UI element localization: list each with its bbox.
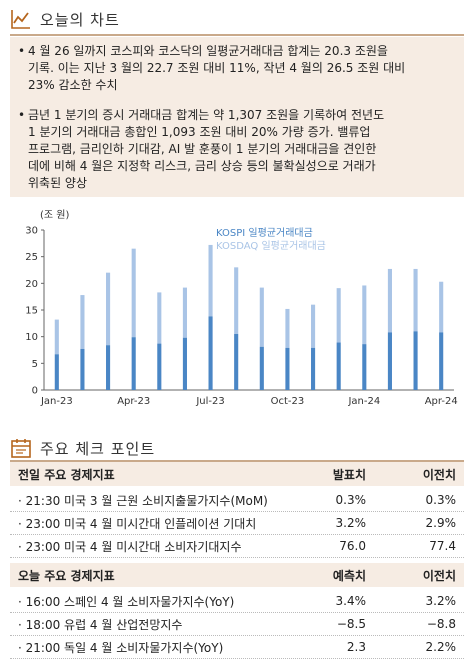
y-tick-label: 20 xyxy=(25,279,38,290)
bar-kospi xyxy=(311,347,316,390)
x-tick-label: Apr-24 xyxy=(425,396,458,407)
bar-kospi xyxy=(285,347,290,390)
y-tick-label: 30 xyxy=(25,226,38,237)
x-tick-label: Jan-23 xyxy=(40,396,73,407)
section-divider xyxy=(10,34,464,36)
y-tick-label: 15 xyxy=(25,306,38,317)
bar-kosdaq xyxy=(208,244,213,317)
table-row: · 23:00 미국 4 월 미시간대 소비자기대지수 76.0 77.4 xyxy=(10,535,464,558)
section-header-chart: 오늘의 차트 xyxy=(10,6,120,32)
legend-kospi: KOSPI 일평균거래대금 xyxy=(216,227,313,239)
bar-kospi xyxy=(157,343,162,390)
bar-kospi xyxy=(413,331,418,390)
bar-kospi xyxy=(362,344,367,390)
bar-kosdaq xyxy=(336,288,341,343)
bar-kosdaq xyxy=(234,267,239,334)
y-tick-label: 25 xyxy=(25,252,38,263)
summary-line: 기록. 이는 지난 3 월의 22.7 조원 대비 11%, 작년 4 월의 2… xyxy=(28,61,406,75)
bar-kosdaq xyxy=(54,319,59,355)
checkpoint-tables: 전일 주요 경제지표 발표치 이전치 · 21:30 미국 3 월 근원 소비지… xyxy=(10,460,464,659)
table-header-today: 오늘 주요 경제지표 예측치 이전치 xyxy=(10,563,464,587)
table-row: · 21:30 미국 3 월 근원 소비지출물가지수(MoM) 0.3% 0.3… xyxy=(10,489,464,512)
bar-kosdaq xyxy=(362,285,367,345)
summary-bullet-1: • 4 월 26 일까지 코스피와 코스닥의 일평균거래대금 합계는 20.3 … xyxy=(18,43,458,94)
summary-line: 금년 1 분기의 증시 거래대금 합계는 약 1,307 조원을 기록하여 전년… xyxy=(28,108,385,122)
summary-line: 23% 감소한 수치 xyxy=(28,78,118,92)
summary-line: 데에 비해 4 월은 지정학 리스크, 금리 상승 등의 불확실성으로 거래가 xyxy=(28,159,376,173)
x-tick-label: Oct-23 xyxy=(271,396,305,407)
chart-svg: (조 원) 0 5 10 15 20 25 30 Jan-23 Apr-23 Jul-23 Oct-2… xyxy=(25,209,458,407)
bar-kospi xyxy=(234,334,239,390)
summary-box: • 4 월 26 일까지 코스피와 코스닥의 일평균거래대금 합계는 20.3 … xyxy=(10,37,464,197)
legend-kosdaq: KOSDAQ 일평균거래대금 xyxy=(216,240,326,252)
bar-kosdaq xyxy=(311,304,316,348)
y-tick-label: 5 xyxy=(32,359,38,370)
bar-kospi xyxy=(106,345,111,390)
section-divider xyxy=(10,460,464,462)
bar-kosdaq xyxy=(131,248,136,338)
calendar-icon xyxy=(11,439,31,458)
x-tick-label: Jan-24 xyxy=(347,396,380,407)
y-unit-label: (조 원) xyxy=(40,209,69,221)
bar-kospi xyxy=(439,332,444,390)
summary-bullet-2: • 금년 1 분기의 증시 거래대금 합계는 약 1,307 조원을 기록하여 … xyxy=(18,107,458,192)
section-header-checkpoints: 주요 체크 포인트 xyxy=(10,435,155,461)
bar-kosdaq xyxy=(413,268,418,332)
bar-kosdaq xyxy=(106,272,111,346)
bar-kospi xyxy=(80,348,85,390)
section-title: 주요 체크 포인트 xyxy=(40,439,156,458)
bar-kosdaq xyxy=(259,287,264,347)
summary-line: 1 분기의 거래대금 총합인 1,093 조원 대비 20% 가량 증가. 밸류… xyxy=(28,125,371,139)
x-tick-label: Apr-23 xyxy=(117,396,150,407)
section-title: 오늘의 차트 xyxy=(40,10,120,29)
summary-line: 프로그램, 금리인하 기대감, AI 발 훈풍이 1 분기의 거래대금을 견인한 xyxy=(28,142,377,156)
trading-volume-chart: (조 원) 0 5 10 15 20 25 30 Jan-23 Apr-23 Jul-23 Oct-2… xyxy=(10,206,464,410)
bar-kospi xyxy=(387,332,392,390)
bar-kosdaq xyxy=(80,295,85,349)
bar-kospi xyxy=(54,354,59,390)
table-row: · 18:00 유럽 4 월 산업전망지수 −8.5 −8.8 xyxy=(10,613,464,636)
line-chart-icon xyxy=(11,10,30,29)
bar-kosdaq xyxy=(387,268,392,333)
bar-kospi xyxy=(208,316,213,390)
x-tick-label: Jul-23 xyxy=(195,396,224,407)
bar-kosdaq xyxy=(439,281,444,333)
table-row: · 23:00 미국 4 월 미시간대 인플레이션 기대치 3.2% 2.9% xyxy=(10,512,464,535)
bar-kosdaq xyxy=(157,292,162,344)
summary-line: 4 월 26 일까지 코스피와 코스닥의 일평균거래대금 합계는 20.3 조원… xyxy=(28,44,388,58)
summary-line: 위축된 양상 xyxy=(28,176,88,190)
bar-kospi xyxy=(131,337,136,390)
table-row: · 16:00 스페인 4 월 소비자물가지수(YoY) 3.4% 3.2% xyxy=(10,590,464,613)
bar-kospi xyxy=(259,346,264,390)
bar-kosdaq xyxy=(285,308,290,348)
y-tick-label: 10 xyxy=(25,332,38,343)
table-header-previous: 전일 주요 경제지표 발표치 이전치 xyxy=(10,462,464,486)
bar-kospi xyxy=(336,342,341,390)
y-tick-label: 0 xyxy=(32,386,38,397)
bar-kosdaq xyxy=(182,287,187,338)
bar-kospi xyxy=(182,337,187,390)
table-row: · 21:00 독일 4 월 소비자물가지수(YoY) 2.3 2.2% xyxy=(10,636,464,659)
